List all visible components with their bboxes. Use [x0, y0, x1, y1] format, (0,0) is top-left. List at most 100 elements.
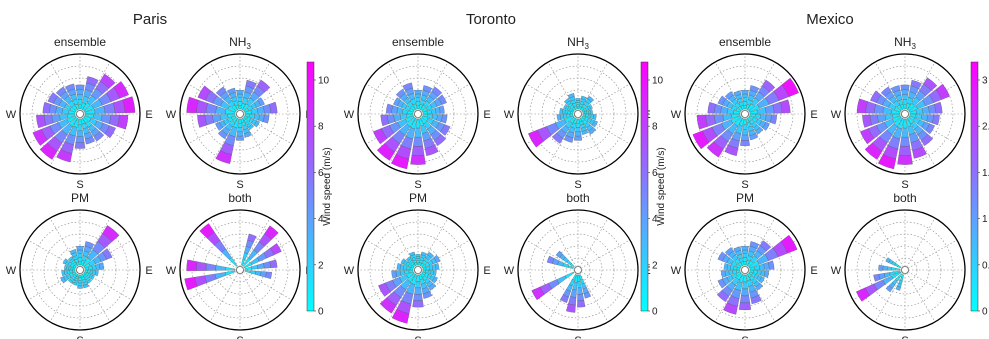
- wind-bar-segment: [873, 273, 881, 282]
- wind-bar-segment: [862, 114, 872, 128]
- wind-bar-segment: [878, 154, 897, 170]
- wind-bar-segment: [215, 150, 232, 164]
- colorbar-tick-label: 4: [318, 214, 324, 225]
- polar-grid-spoke: [417, 61, 449, 115]
- colorbar-tick-label: 3: [982, 76, 988, 87]
- wind-bar-segment: [102, 225, 120, 242]
- polar-grid-spoke: [417, 269, 449, 323]
- wind-bar-segment: [531, 286, 545, 301]
- polar-axis-ring: [179, 209, 301, 331]
- polar-grid-spoke: [209, 217, 241, 271]
- wind-bar-segment: [692, 130, 710, 150]
- polar-grid-spoke: [239, 83, 293, 115]
- polar-grid-spoke: [187, 269, 241, 301]
- wind-bar-segment: [395, 88, 406, 99]
- wind-bar-segment: [860, 128, 875, 145]
- polar-axis-ring: [179, 53, 301, 175]
- wind-bar-segment: [895, 268, 901, 271]
- wind-bar-segment: [921, 106, 930, 114]
- direction-label-south: S: [901, 179, 908, 191]
- wind-bar-segment: [438, 105, 445, 114]
- direction-label-west: W: [6, 265, 17, 277]
- wind-bar-segment: [723, 263, 729, 270]
- direction-label-east: E: [145, 265, 152, 277]
- polar-axis-ring: [357, 209, 479, 331]
- colorbar-tick-label: 2.: [982, 122, 989, 133]
- direction-label-south: S: [574, 335, 581, 339]
- polar-grid-spoke: [79, 217, 111, 271]
- polar-grid-spoke: [417, 113, 471, 145]
- panel-title: PM: [736, 191, 754, 205]
- polar-axis-ring: [19, 209, 141, 331]
- polar-center: [76, 266, 84, 274]
- polar-grid-spoke: [525, 83, 579, 115]
- polar-grid-spoke: [744, 217, 776, 271]
- wind-bar-segment: [780, 234, 798, 254]
- wind-bar-segment: [762, 121, 770, 131]
- polar-grid-spoke: [714, 61, 746, 115]
- wind-bar-segment: [920, 114, 928, 122]
- wind-bar-segment: [864, 142, 883, 160]
- wind-bar-segment: [577, 287, 583, 295]
- wind-bar-segment: [563, 135, 574, 143]
- wind-bar-segment: [99, 73, 116, 89]
- wind-bar-segment: [716, 290, 730, 302]
- wind-bar-segment: [416, 260, 420, 264]
- colorbar-tick-label: 0: [652, 307, 658, 318]
- polar-grid-spoke: [239, 269, 293, 301]
- wind-bar-segment: [77, 253, 83, 258]
- polar-axis-ring: [684, 53, 806, 175]
- wind-bar-segment: [856, 287, 870, 302]
- wind-bar-segment: [925, 123, 935, 135]
- wind-bar-segment: [269, 243, 282, 256]
- polar-grid-spoke: [239, 61, 271, 115]
- polar-grid-spoke: [904, 239, 958, 271]
- wind-bar-segment: [256, 106, 265, 114]
- wind-bar-segment: [856, 98, 868, 114]
- polar-grid-spoke: [547, 269, 579, 323]
- wind-bar-segment: [380, 114, 389, 127]
- polar-grid-spoke: [852, 239, 906, 271]
- wind-bar-segment: [391, 154, 410, 170]
- panel-title: ensemble: [719, 35, 771, 49]
- polar-grid-spoke: [577, 113, 631, 145]
- polar-grid-spoke: [365, 113, 419, 145]
- wind-bar-segment: [891, 267, 897, 271]
- wind-bar-segment: [555, 250, 563, 258]
- wind-bar-segment: [583, 291, 592, 299]
- wind-bar-segment: [77, 282, 83, 286]
- wind-bar-segment: [238, 118, 242, 124]
- wind-bar-segment: [75, 136, 85, 143]
- polar-grid-spoke: [187, 83, 241, 115]
- wind-bar-segment: [217, 129, 228, 140]
- polar-panel-mexico-pm: W E S PM: [671, 191, 818, 339]
- wind-bar-segment: [77, 257, 83, 262]
- direction-label-south: S: [414, 179, 421, 191]
- wind-bar-segment: [76, 94, 84, 100]
- wind-bar-segment: [411, 145, 425, 156]
- wind-bar-segment: [932, 114, 940, 126]
- wind-bar-segment: [742, 97, 748, 102]
- wind-bar-segment: [32, 129, 48, 146]
- direction-label-west: W: [344, 265, 355, 277]
- polar-grid-ring: [696, 221, 794, 319]
- colorbar-tick-label: 8: [652, 122, 658, 133]
- wind-bar-segment: [415, 281, 421, 289]
- polar-grid-spoke: [417, 269, 471, 301]
- polar-grid-spoke: [239, 113, 271, 167]
- wind-bar-segment: [564, 271, 575, 279]
- colorbar-tick-label: 1.: [982, 168, 989, 179]
- colorbar-tick-label: 1: [982, 214, 988, 225]
- direction-label-west: W: [166, 109, 177, 121]
- wind-bar-segment: [592, 114, 597, 121]
- polar-center: [901, 266, 909, 274]
- wind-bar-segment: [890, 85, 901, 93]
- wind-bar-segment: [910, 79, 922, 90]
- polar-grid-spoke: [239, 239, 293, 271]
- wind-bar-segment: [103, 102, 116, 114]
- wind-bar-segment: [920, 134, 934, 146]
- colorbar-tick-label: 2: [318, 260, 324, 271]
- polar-grid-ring: [31, 65, 129, 163]
- wind-bar-segment: [257, 263, 265, 269]
- wind-bar-segment: [900, 84, 910, 91]
